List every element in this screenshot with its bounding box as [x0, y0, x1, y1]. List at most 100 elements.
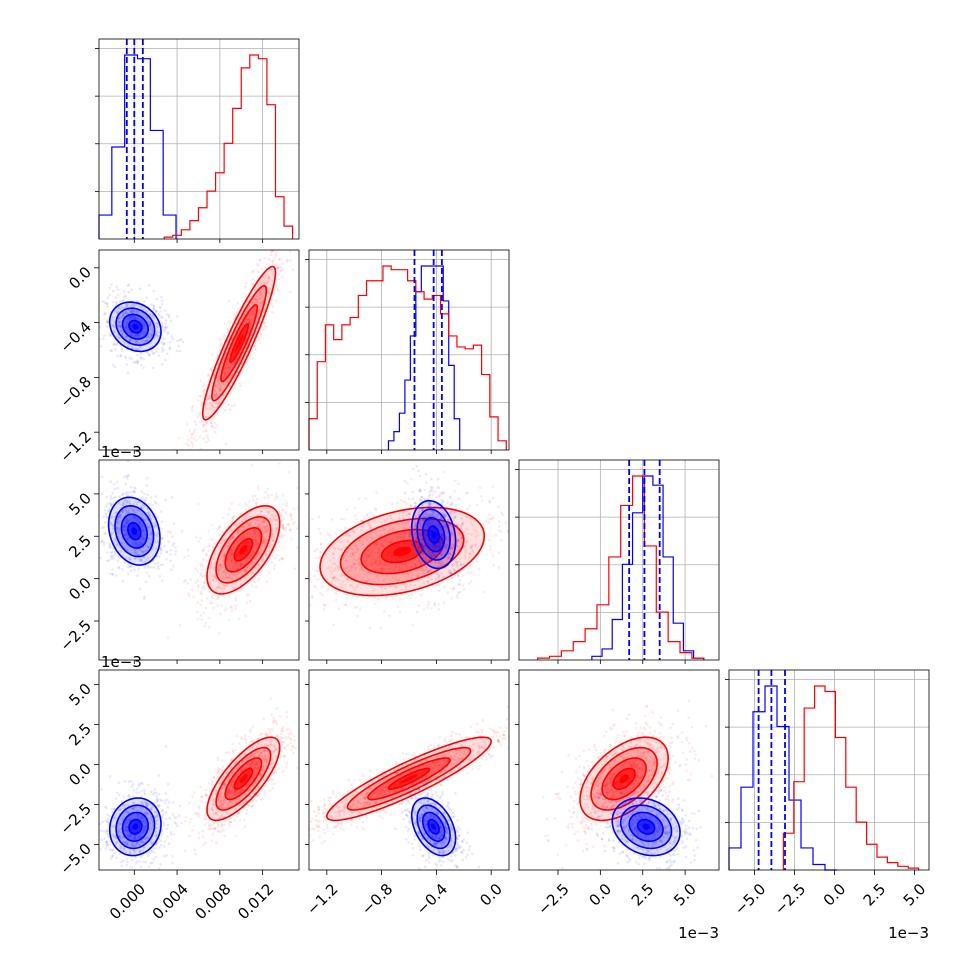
- scatter-point: [132, 317, 136, 320]
- scatter-point: [455, 524, 458, 527]
- scatter-point: [254, 298, 257, 301]
- scatter-point: [277, 511, 281, 514]
- scatter-point: [269, 509, 272, 512]
- scatter-point: [459, 579, 462, 582]
- scatter-point: [239, 538, 243, 541]
- scatter-point: [491, 485, 495, 488]
- scatter-point: [251, 301, 254, 305]
- scatter-point: [223, 538, 227, 541]
- scatter-point: [124, 474, 128, 478]
- scatter-point: [111, 531, 114, 535]
- scatter-point: [437, 576, 440, 580]
- scatter-point: [214, 451, 217, 454]
- scatter-point: [123, 560, 126, 564]
- scatter-point: [317, 515, 321, 519]
- scatter-point: [141, 322, 144, 326]
- scatter-point: [266, 278, 269, 282]
- scatter-point: [234, 575, 238, 579]
- scatter-point: [227, 358, 230, 361]
- scatter-point: [209, 368, 213, 371]
- scatter-point: [229, 576, 233, 579]
- scatter-point: [187, 554, 190, 558]
- scatter-point: [504, 521, 508, 524]
- scatter-point: [281, 557, 285, 561]
- scatter-point: [218, 400, 222, 403]
- scatter-point: [442, 491, 445, 495]
- scatter-point: [274, 494, 278, 498]
- scatter-point: [150, 333, 154, 337]
- scatter-point: [146, 476, 149, 480]
- scatter-point: [111, 300, 115, 304]
- scatter-point: [163, 309, 167, 312]
- scatter-point: [497, 505, 500, 509]
- scatter-point: [454, 479, 457, 483]
- scatter-point: [422, 568, 425, 571]
- scatter-point: [137, 359, 140, 363]
- scatter-point: [152, 307, 156, 311]
- scatter-point: [226, 357, 230, 361]
- density-fill-red: [239, 545, 248, 555]
- scatter-point: [231, 535, 235, 539]
- scatter-point: [280, 557, 283, 560]
- scatter-point: [256, 514, 259, 517]
- scatter-point: [409, 504, 413, 507]
- scatter-point: [242, 525, 246, 529]
- scatter-point: [253, 538, 257, 541]
- scatter-point: [198, 413, 201, 417]
- scatter-point: [228, 507, 231, 511]
- scatter-point: [429, 568, 433, 572]
- scatter-point: [127, 557, 131, 560]
- scatter-point: [203, 546, 206, 550]
- scatter-point: [407, 497, 411, 501]
- scatter-point: [122, 290, 126, 293]
- scatter-point: [162, 348, 165, 352]
- scatter-point: [396, 605, 400, 609]
- scatter-point: [232, 586, 235, 590]
- scatter-point: [158, 575, 162, 578]
- scatter-point: [256, 525, 260, 528]
- scatter-point: [186, 438, 190, 442]
- scatter-point: [232, 547, 236, 550]
- scatter-point: [198, 536, 202, 540]
- scatter-point: [276, 554, 279, 557]
- scatter-point: [213, 406, 216, 409]
- scatter-point: [410, 477, 413, 481]
- scatter-point: [112, 363, 115, 367]
- scatter-point: [147, 564, 150, 568]
- scatter-point: [271, 250, 275, 252]
- scatter-point: [243, 517, 247, 520]
- scatter-point: [229, 537, 232, 541]
- scatter-point: [300, 544, 303, 547]
- scatter-point: [234, 607, 237, 610]
- scatter-point: [245, 515, 249, 519]
- scatter-point: [262, 520, 266, 524]
- scatter-point: [233, 565, 236, 568]
- scatter-point: [288, 290, 292, 294]
- scatter-point: [156, 334, 159, 338]
- scatter-point: [275, 518, 279, 522]
- scatter-point: [238, 563, 242, 566]
- scatter-point: [248, 556, 251, 560]
- scatter-point: [425, 481, 428, 485]
- scatter-point: [255, 554, 259, 558]
- scatter-point: [253, 529, 257, 533]
- scatter-point: [263, 275, 266, 279]
- scatter-point: [155, 310, 159, 313]
- scatter-point: [120, 332, 124, 336]
- scatter-point: [134, 341, 138, 345]
- scatter-point: [191, 445, 195, 448]
- scatter-point: [134, 304, 137, 308]
- scatter-point: [263, 520, 266, 523]
- scatter-point: [123, 305, 127, 308]
- scatter-point: [116, 310, 119, 314]
- scatter-point: [136, 299, 139, 303]
- scatter-point: [353, 606, 357, 609]
- scatter-point: [239, 563, 242, 567]
- scatter-point: [156, 334, 159, 338]
- scatter-point: [152, 352, 155, 355]
- scatter-point: [211, 545, 215, 549]
- scatter-point: [428, 495, 431, 498]
- scatter-point: [140, 550, 144, 553]
- scatter-point: [123, 319, 127, 323]
- scatter-point: [260, 508, 264, 512]
